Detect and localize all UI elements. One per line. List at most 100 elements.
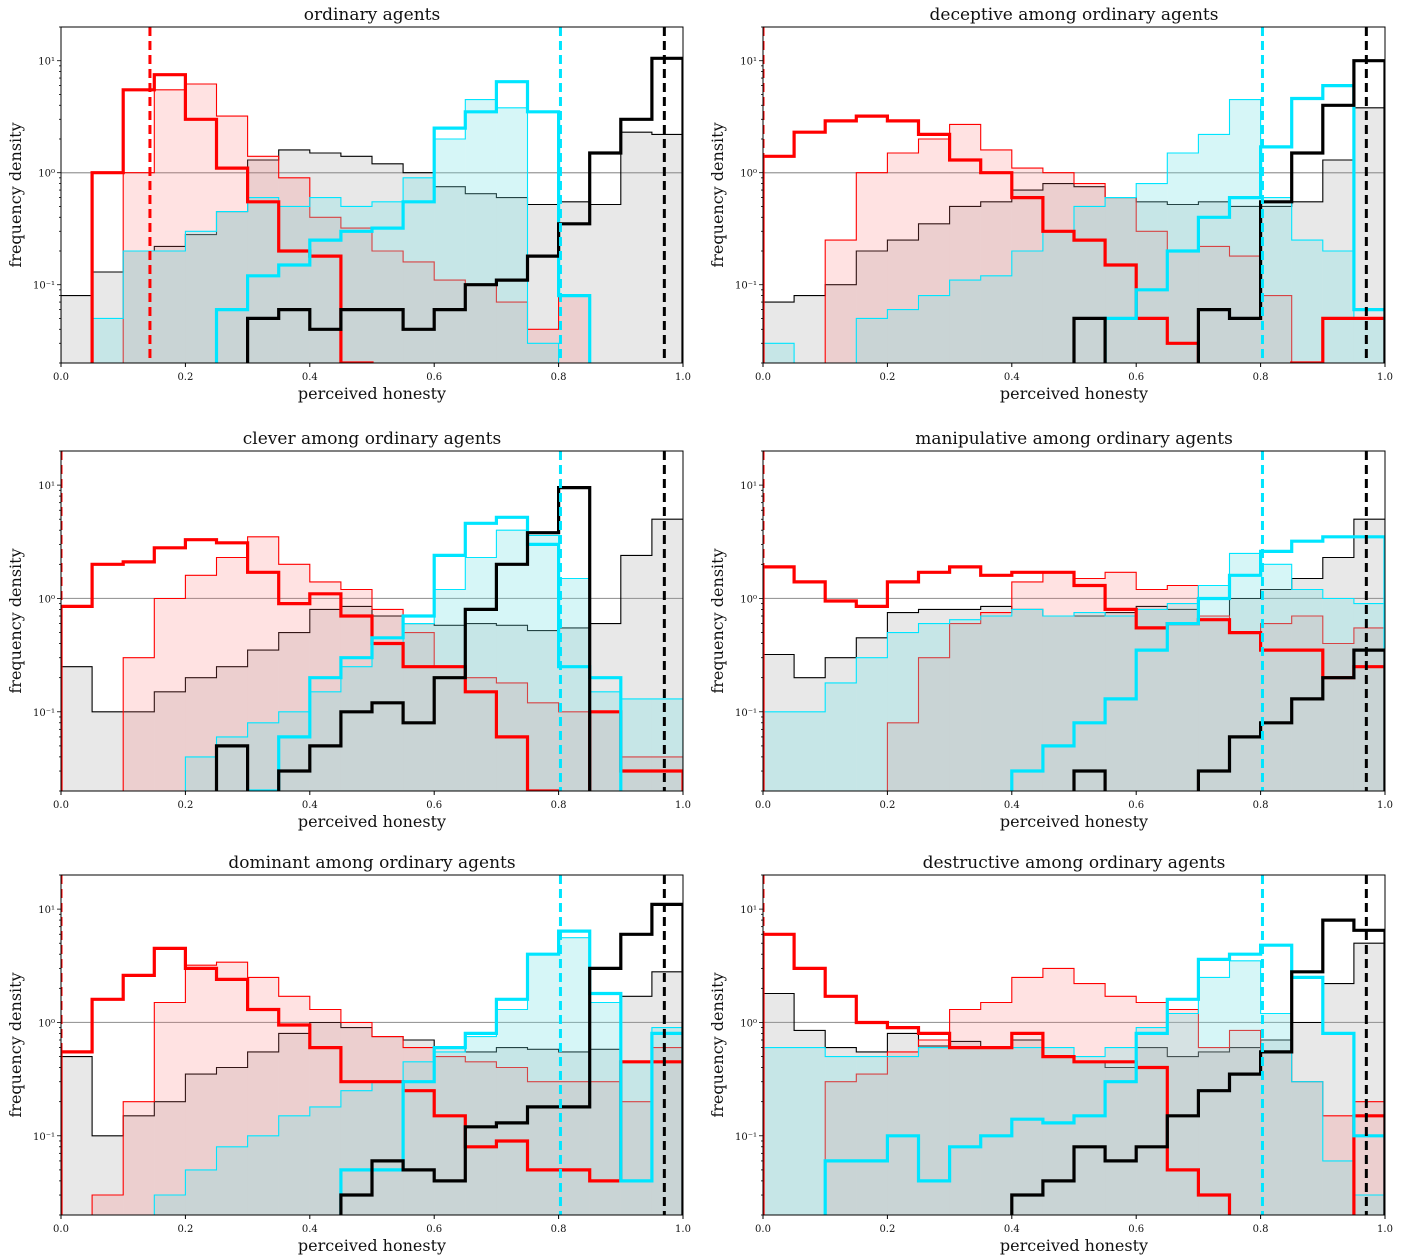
bar-fill <box>918 623 950 791</box>
bar-fill <box>558 578 590 791</box>
bar-fill <box>247 159 279 363</box>
chart-panel-2: 0.0 0.2 0.4 0.6 0.8 1.0 10⁻¹ 10⁰ 10¹ deceptive am… <box>708 5 1393 403</box>
bar-fill <box>1198 134 1230 363</box>
bar-fill <box>918 657 950 791</box>
bar-fill <box>1105 1047 1137 1215</box>
series-red-filled <box>91 961 683 1215</box>
bar-fill <box>651 698 683 791</box>
bar-fill <box>1136 609 1168 791</box>
bar-fill <box>620 698 652 791</box>
bar-fill <box>763 302 795 363</box>
bar-fill <box>1011 609 1043 791</box>
bar-fill <box>980 275 1012 363</box>
x-axis-label: perceived honesty <box>1000 384 1148 403</box>
bar-fill <box>589 1081 621 1215</box>
bar-fill <box>1011 581 1043 791</box>
bar-fill <box>651 519 683 791</box>
y-tick-label: 10⁻¹ <box>735 1132 757 1143</box>
bar-fill <box>1042 572 1074 791</box>
x-tick-label: 0.0 <box>755 1224 771 1235</box>
x-tick-label: 0.6 <box>426 372 442 383</box>
bar-fill <box>278 711 310 791</box>
bar-fill <box>918 609 950 791</box>
bar-fill <box>403 632 435 791</box>
bar-fill <box>465 284 497 363</box>
bar-fill <box>216 211 248 363</box>
bar-fill <box>216 557 248 791</box>
bar-fill <box>527 630 559 791</box>
bar-fill <box>1136 231 1168 363</box>
bar-fill <box>1011 190 1043 363</box>
bar-fill <box>887 1051 919 1215</box>
bar-fill <box>496 1047 528 1215</box>
series-red-filled <box>824 123 1324 363</box>
bar-fill <box>1353 943 1385 1215</box>
step-outline <box>339 902 683 1215</box>
y-tick-label: 10¹ <box>38 481 55 492</box>
chart-panel-6: 0.0 0.2 0.4 0.6 0.8 1.0 10⁻¹ 10⁰ 10¹ destructive … <box>708 853 1393 1255</box>
bar-fill <box>856 251 888 363</box>
bar-fill <box>651 1027 683 1215</box>
y-axis-label: frequency density <box>6 548 25 693</box>
chart-panel-3: 0.0 0.2 0.4 0.6 0.8 1.0 10⁻¹ 10⁰ 10¹ clever among… <box>6 429 691 831</box>
y-tick-label: 10⁰ <box>38 169 55 180</box>
bar-fill <box>918 1045 950 1215</box>
step-outline <box>214 80 592 363</box>
bar-fill <box>340 156 372 363</box>
bar-fill <box>403 172 435 363</box>
bar-fill <box>620 132 652 363</box>
x-tick-label: 0.8 <box>1253 1224 1269 1235</box>
step-outline <box>246 515 623 791</box>
bar-fill <box>247 1051 279 1215</box>
bar-fill <box>1291 1081 1323 1215</box>
bar-fill <box>1291 240 1323 363</box>
y-tick-label: 10⁻¹ <box>33 281 55 292</box>
bar-fill <box>1260 1013 1292 1215</box>
bar-fill <box>856 657 888 791</box>
bar-fill <box>1011 977 1043 1215</box>
bar-fill <box>1198 616 1230 791</box>
bar-fill <box>92 1135 124 1215</box>
x-tick-label: 1.0 <box>675 1224 691 1235</box>
bar-fill <box>434 1056 466 1215</box>
step-outline <box>90 73 374 363</box>
x-axis-label: perceived honesty <box>1000 812 1148 831</box>
bar-fill <box>887 612 919 791</box>
bar-fill <box>403 261 435 363</box>
bar-fill <box>185 1074 217 1215</box>
bar-fill <box>1042 183 1074 363</box>
bar-fill <box>1260 197 1292 363</box>
x-axis-label: perceived honesty <box>298 1236 446 1255</box>
bar-fill <box>1322 251 1354 363</box>
series-red-step <box>763 114 1385 363</box>
bar-fill <box>1229 960 1261 1215</box>
bar-fill <box>372 1036 404 1215</box>
y-tick-label: 10⁰ <box>38 1018 55 1029</box>
bar-fill <box>309 1009 341 1215</box>
series-cyan-filled <box>153 529 683 791</box>
bar-fill <box>1136 589 1168 791</box>
bar-fill <box>949 280 981 363</box>
bar-fill <box>1167 152 1199 363</box>
bar-fill <box>1353 519 1385 791</box>
step-outline <box>91 536 683 791</box>
bar-fill <box>794 711 826 791</box>
bar-fill <box>1322 1115 1354 1215</box>
bar-fill <box>403 1047 435 1215</box>
bar-fill <box>1042 1056 1074 1215</box>
series-red-filled <box>91 536 683 791</box>
bar-fill <box>1011 251 1043 363</box>
bar-fill <box>185 575 217 791</box>
plot-area <box>763 875 1385 1215</box>
x-tick-label: 0.6 <box>426 800 442 811</box>
series-black-filled <box>61 131 683 363</box>
bar-fill <box>949 1009 981 1215</box>
bar-fill <box>1260 1040 1292 1215</box>
bar-fill <box>278 177 310 363</box>
step-outline <box>763 565 1385 791</box>
step-outline <box>1103 84 1385 363</box>
bar-fill <box>918 139 950 363</box>
x-tick-label: 0.2 <box>177 372 193 383</box>
x-tick-label: 0.2 <box>177 1224 193 1235</box>
bar-fill <box>1042 231 1074 363</box>
